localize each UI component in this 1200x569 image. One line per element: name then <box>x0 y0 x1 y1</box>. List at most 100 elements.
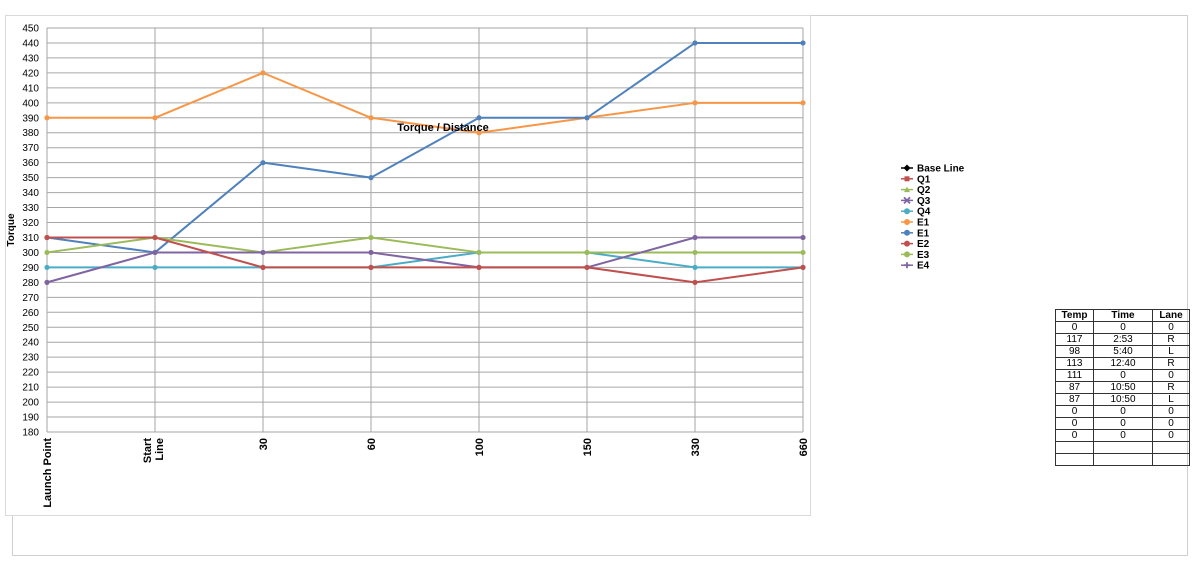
data-point <box>260 264 266 271</box>
data-point <box>476 115 482 121</box>
y-tick-label: 260 <box>22 308 39 319</box>
legend-label: Base Line <box>917 164 965 175</box>
x-tick-label: 330 <box>690 438 702 456</box>
legend-label: Q1 <box>917 174 931 185</box>
table-cell: 113 <box>1055 357 1094 370</box>
table-row: 113 12:40 R <box>1055 357 1190 370</box>
table-row: 98 5:40 L <box>1055 345 1190 358</box>
x-tick-label: 30 <box>258 438 270 450</box>
table-cell: L <box>1152 345 1190 358</box>
data-point <box>368 175 374 181</box>
y-axis-title: Torque <box>6 213 17 247</box>
y-tick-label: 350 <box>22 173 39 184</box>
series-line <box>46 236 803 254</box>
x-tick-label: Launch Point <box>42 438 54 508</box>
data-point <box>368 249 374 256</box>
table-cell: 0 <box>1152 369 1190 382</box>
series-line <box>47 236 804 284</box>
y-tick-label: 310 <box>22 233 39 244</box>
table-cell: 87 <box>1055 393 1094 406</box>
y-tick-label: 340 <box>22 188 39 199</box>
legend-label: Q3 <box>917 196 931 207</box>
data-point <box>800 40 806 46</box>
y-tick-label: 220 <box>22 368 39 379</box>
data-point <box>44 249 50 256</box>
table-row: 111 0 0 <box>1055 369 1190 382</box>
data-table: Temp Time Lane 0 0 0 117 2:53 R 98 5:40 L 113 12:40 R… <box>1055 309 1190 466</box>
table-cell: 111 <box>1055 369 1094 382</box>
legend-marker <box>904 251 910 258</box>
table-cell <box>1055 453 1094 466</box>
legend-marker <box>904 186 910 193</box>
y-tick-label: 280 <box>22 278 39 289</box>
line-chart: 180 190 200 210 220 230 240 250 260 270 280 290 300 3… <box>6 24 965 508</box>
table-cell: 0 <box>1093 369 1153 382</box>
data-point <box>44 115 50 121</box>
table-cell: 0 <box>1152 321 1190 334</box>
table-cell: 10:50 <box>1093 393 1153 406</box>
table-cell: 0 <box>1093 405 1153 418</box>
x-tick-label: 100 <box>474 438 486 456</box>
legend-marker <box>904 240 910 247</box>
data-point <box>152 115 158 121</box>
table-cell: 0 <box>1055 405 1094 418</box>
data-point <box>44 234 50 241</box>
table-cell: L <box>1152 393 1190 406</box>
table-cell <box>1093 453 1153 466</box>
table-cell: 0 <box>1093 321 1153 334</box>
y-tick-label: 180 <box>22 428 39 439</box>
y-tick-label: 270 <box>22 293 39 304</box>
legend-label: E1 <box>917 228 930 239</box>
table-cell: 10:50 <box>1093 381 1153 394</box>
data-point <box>152 234 158 241</box>
x-tick-label: 660 <box>798 438 810 456</box>
table-cell: 98 <box>1055 345 1094 358</box>
y-tick-label: 450 <box>22 24 39 35</box>
series-line <box>47 71 803 134</box>
table-row <box>1055 441 1190 454</box>
y-tick-label: 440 <box>22 38 39 49</box>
data-point <box>476 130 482 136</box>
legend-marker <box>904 219 910 225</box>
table-header-row: Temp Time Lane <box>1055 309 1190 322</box>
y-tick-label: 200 <box>22 398 39 409</box>
data-point <box>800 100 806 106</box>
y-tick-label: 320 <box>22 218 39 229</box>
data-point <box>260 160 266 166</box>
table-cell: 2:53 <box>1093 333 1153 346</box>
table-cell: 0 <box>1093 417 1153 430</box>
legend-marker <box>904 229 910 236</box>
data-point <box>476 264 482 271</box>
data-point <box>800 264 806 271</box>
table-cell: 5:40 <box>1093 345 1153 358</box>
table-cell: R <box>1152 333 1190 346</box>
data-point <box>476 249 482 256</box>
table-cell: 0 <box>1055 429 1094 442</box>
data-point <box>44 279 50 285</box>
table-cell: R <box>1152 381 1190 394</box>
table-cell: 0 <box>1093 429 1153 442</box>
series-line <box>46 236 803 284</box>
data-point <box>44 264 50 271</box>
table-cell: 12:40 <box>1093 357 1153 370</box>
data-point <box>260 249 266 256</box>
table-row <box>1055 453 1190 466</box>
y-tick-label: 410 <box>22 83 39 94</box>
y-tick-label: 230 <box>22 353 39 364</box>
table-cell: 117 <box>1055 333 1094 346</box>
x-tick-label: 60 <box>366 438 378 450</box>
data-point <box>368 234 374 241</box>
legend-label: E1 <box>917 218 930 229</box>
legend-marker <box>904 208 910 215</box>
data-point <box>800 249 806 256</box>
x-tick-label: Line <box>154 438 166 461</box>
y-tick-label: 430 <box>22 53 39 64</box>
data-point <box>584 264 590 271</box>
table-row: 87 10:50 R <box>1055 381 1190 394</box>
legend-marker <box>903 164 911 172</box>
data-point <box>692 234 698 241</box>
y-tick-label: 240 <box>22 338 39 349</box>
